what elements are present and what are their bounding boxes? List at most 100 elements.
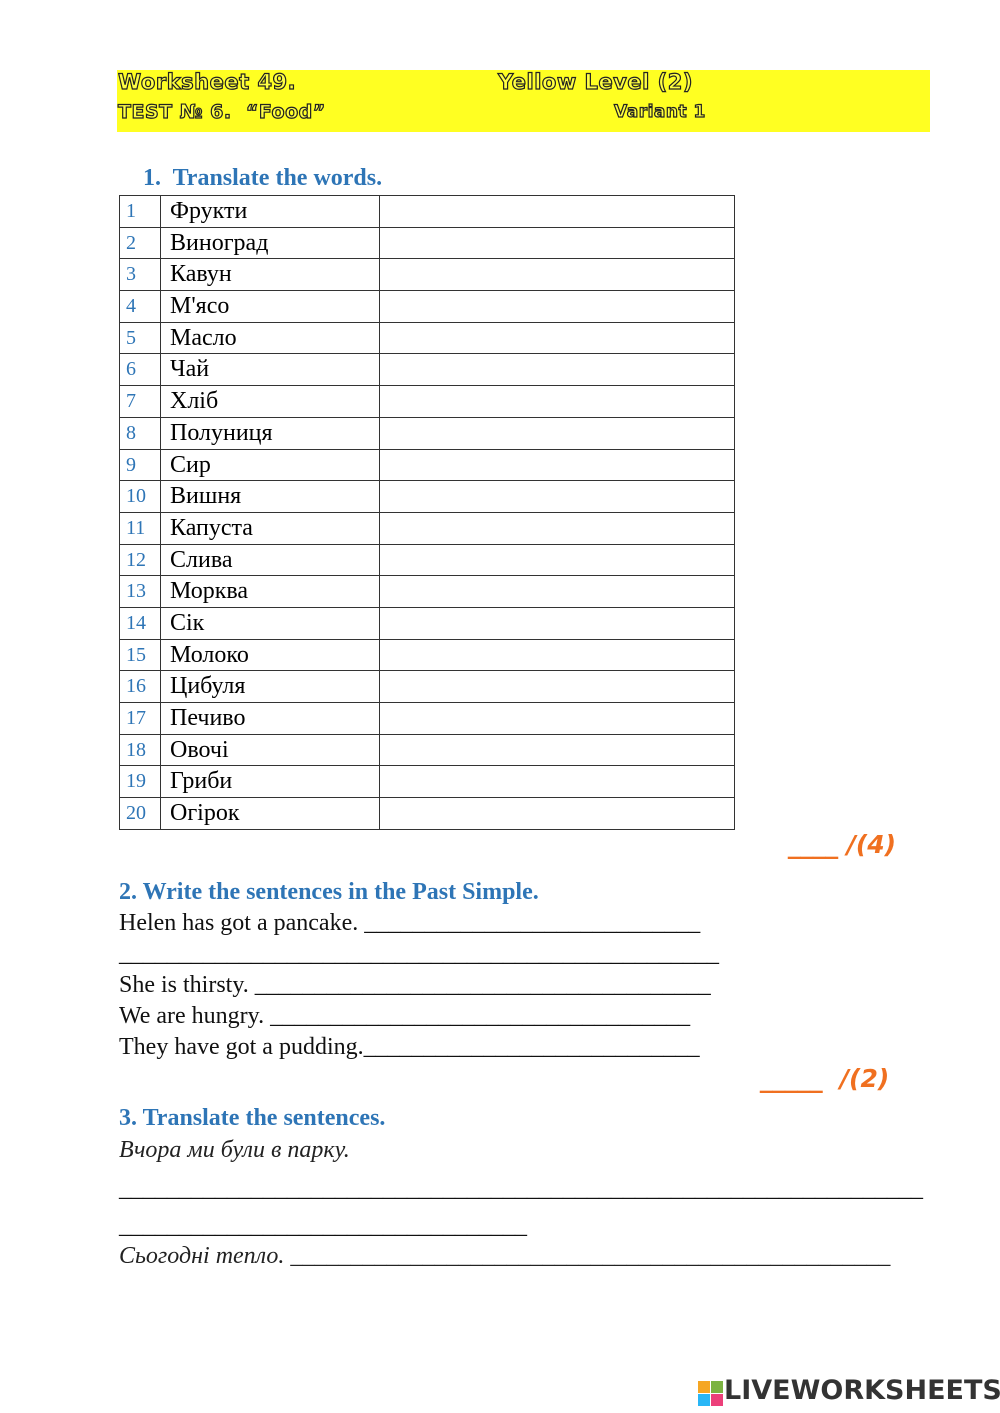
row-number: 19 — [119, 765, 161, 799]
word: Овочі — [160, 733, 380, 767]
score: _____ /(2) — [760, 1064, 890, 1093]
table-row: 4 М'ясо — [119, 290, 735, 323]
word: Сир — [160, 448, 380, 482]
word: Печиво — [160, 702, 380, 735]
test-label: TEST № 6. “Food” — [117, 100, 326, 123]
word: Фрукти — [160, 195, 380, 228]
answer-cell — [379, 543, 735, 577]
row-number: 3 — [119, 258, 161, 292]
table-row: 12 Слива — [119, 543, 735, 577]
table-row: 19 Гриби — [119, 765, 735, 799]
table-row: 18 Овочі — [119, 733, 735, 767]
row-number: 11 — [119, 511, 161, 545]
row-number: 16 — [119, 670, 161, 703]
row-number: 14 — [119, 606, 161, 640]
word: Огірок — [160, 797, 380, 830]
word: Кавун — [160, 258, 380, 292]
table-row: 11 Капуста — [119, 511, 735, 545]
variant-label: Variant 1 — [613, 101, 706, 122]
row-number: 20 — [119, 797, 161, 830]
answer-cell — [379, 733, 735, 767]
sentence: Вчора ми були в парку. — [119, 1137, 350, 1163]
word: Хліб — [160, 385, 380, 418]
table-row: 10 Вишня — [119, 480, 735, 513]
row-number: 13 — [119, 575, 161, 608]
table-row: 13 Морква — [119, 575, 735, 608]
section-heading: 2. Write the sentences in the Past Simpl… — [119, 879, 539, 905]
word: Молоко — [160, 638, 380, 672]
answer-cell — [379, 290, 735, 323]
sentence: She is thirsty. ________________________… — [119, 972, 711, 998]
score: ____ /(4) — [788, 830, 897, 859]
table-row: 6 Чай — [119, 353, 735, 387]
logo-icon — [698, 1381, 723, 1406]
answer-cell — [379, 226, 735, 260]
table-row: 20 Огірок — [119, 797, 735, 830]
row-number: 6 — [119, 353, 161, 387]
word: Капуста — [160, 511, 380, 545]
row-number: 17 — [119, 702, 161, 735]
word: Морква — [160, 575, 380, 608]
sentence: __________________________________ — [119, 1213, 527, 1239]
answer-cell — [379, 416, 735, 450]
section-heading: 1. Translate the words. — [143, 165, 383, 191]
answer-cell — [379, 480, 735, 513]
words-table: 1 Фрукти 2 Виноград 3 Кавун 4 М'ясо 5 Масло 6 Чай 7 Х… — [119, 195, 735, 830]
row-number: 4 — [119, 290, 161, 323]
sentence: ________________________________________… — [119, 941, 719, 967]
word: Виноград — [160, 226, 380, 260]
row-number: 8 — [119, 416, 161, 450]
answer-cell — [379, 195, 735, 228]
row-number: 2 — [119, 226, 161, 260]
logo-text: LIVEWORKSHEETS — [724, 1375, 1000, 1406]
row-number: 1 — [119, 195, 161, 228]
table-row: 8 Полуниця — [119, 416, 735, 450]
word: Вишня — [160, 480, 380, 513]
worksheet-title: Worksheet 49. — [117, 69, 297, 94]
answer-cell — [379, 797, 735, 830]
sentence: Helen has got a pancake. _______________… — [119, 910, 701, 936]
row-number: 10 — [119, 480, 161, 513]
sentence: They have got a pudding.________________… — [119, 1034, 700, 1060]
row-number: 15 — [119, 638, 161, 672]
table-row: 9 Сир — [119, 448, 735, 482]
answer-cell — [379, 448, 735, 482]
answer-cell — [379, 670, 735, 703]
sentence: ________________________________________… — [119, 1176, 923, 1202]
word: Сік — [160, 606, 380, 640]
table-row: 5 Масло — [119, 321, 735, 355]
table-row: 1 Фрукти — [119, 195, 735, 228]
row-number: 9 — [119, 448, 161, 482]
table-row: 7 Хліб — [119, 385, 735, 418]
table-row: 16 Цибуля — [119, 670, 735, 703]
answer-cell — [379, 258, 735, 292]
word: Слива — [160, 543, 380, 577]
answer-cell — [379, 321, 735, 355]
answer-cell — [379, 638, 735, 672]
sentence: We are hungry. _________________________… — [119, 1003, 691, 1029]
table-row: 17 Печиво — [119, 702, 735, 735]
header-band — [117, 70, 930, 132]
word: Гриби — [160, 765, 380, 799]
answer-cell — [379, 606, 735, 640]
row-number: 7 — [119, 385, 161, 418]
table-row: 2 Виноград — [119, 226, 735, 260]
word: Масло — [160, 321, 380, 355]
answer-cell — [379, 765, 735, 799]
table-row: 3 Кавун — [119, 258, 735, 292]
sentence: Сьогодні тепло. ________________________… — [119, 1243, 891, 1269]
answer-cell — [379, 385, 735, 418]
section-heading: 3. Translate the sentences. — [119, 1105, 386, 1131]
table-row: 15 Молоко — [119, 638, 735, 672]
word: Цибуля — [160, 670, 380, 703]
table-row: 14 Сік — [119, 606, 735, 640]
word: М'ясо — [160, 290, 380, 323]
level-label: Yellow Level (2) — [497, 69, 693, 94]
answer-cell — [379, 511, 735, 545]
word: Чай — [160, 353, 380, 387]
row-number: 5 — [119, 321, 161, 355]
word: Полуниця — [160, 416, 380, 450]
answer-cell — [379, 353, 735, 387]
row-number: 18 — [119, 733, 161, 767]
